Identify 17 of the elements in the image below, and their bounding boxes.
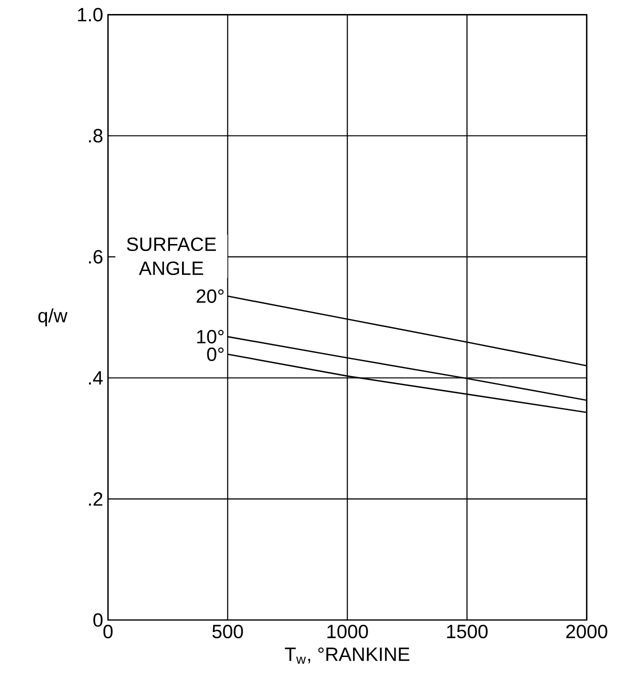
- y-tick-label: 1.0: [78, 8, 103, 22]
- series-label: 20°: [196, 289, 224, 303]
- y-tick-label: .4: [89, 371, 103, 384]
- y-tick-label: .6: [89, 250, 102, 264]
- y-tick-label: .2: [89, 492, 102, 506]
- x-tick-label: 1500: [447, 624, 488, 638]
- legend-title: SURFACE ANGLE: [126, 237, 216, 276]
- series-label: 10°: [197, 330, 224, 344]
- y-tick-label: 0: [93, 613, 103, 627]
- x-tick-label: 2000: [566, 624, 608, 638]
- y-axis-title: q/w: [38, 308, 68, 326]
- x-tick-label: 0: [103, 624, 113, 638]
- x-tick-label: 500: [212, 624, 243, 638]
- series-label: 0°: [207, 347, 224, 362]
- x-tick-label: 1000: [327, 624, 368, 638]
- x-axis-title: T$_{w}$, °RANKINE: [284, 647, 410, 664]
- y-tick-label: .8: [89, 128, 102, 143]
